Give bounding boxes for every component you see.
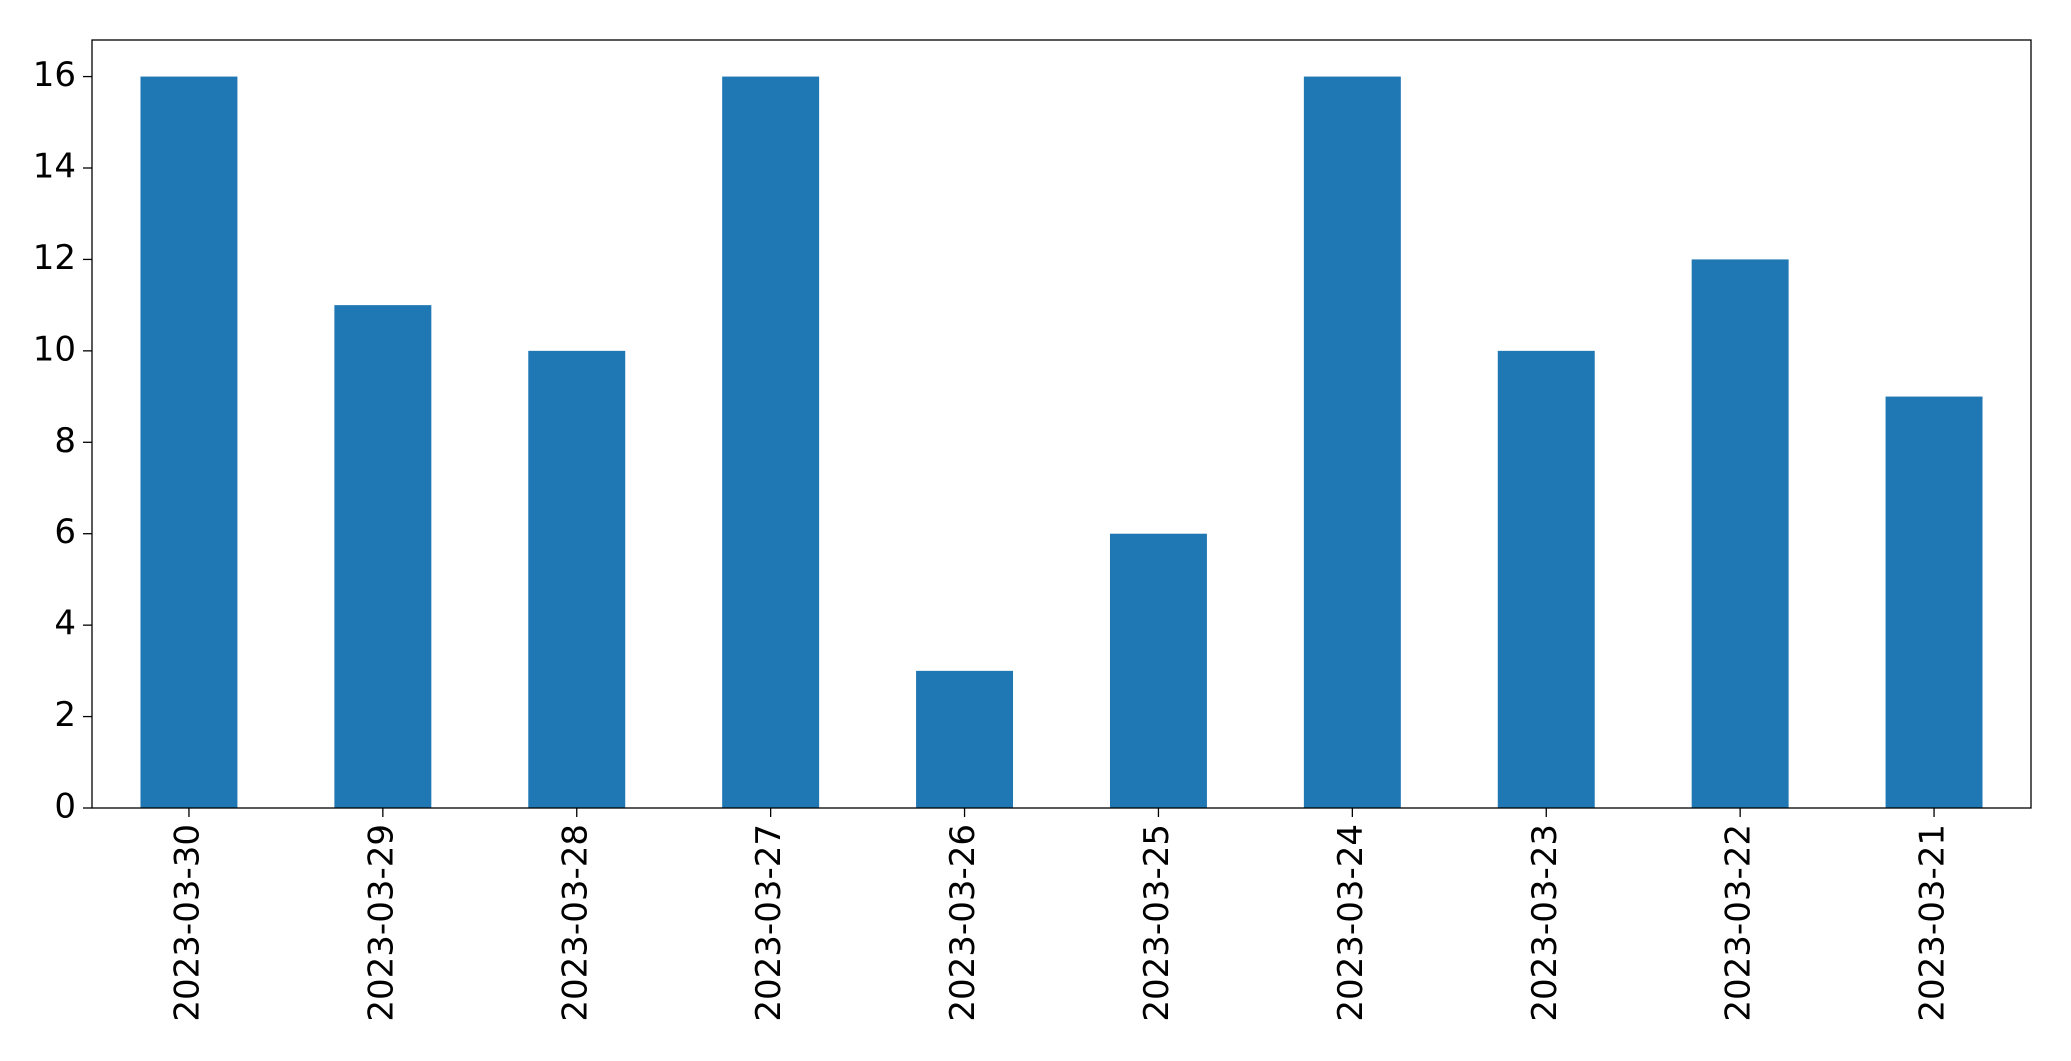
y-tick-label: 4 xyxy=(54,604,76,644)
bar xyxy=(140,76,238,809)
y-tick-label: 12 xyxy=(33,238,76,278)
y-tick-label: 16 xyxy=(33,55,76,95)
y-tick-label: 8 xyxy=(54,421,76,461)
bar xyxy=(1691,259,1789,808)
x-tick-label: 2023-03-28 xyxy=(555,824,595,1022)
x-tick-label: 2023-03-27 xyxy=(749,824,789,1022)
x-tick-label: 2023-03-30 xyxy=(167,824,207,1022)
x-tick-label: 2023-03-22 xyxy=(1719,824,1759,1022)
y-tick-label: 10 xyxy=(33,329,76,369)
x-tick-label: 2023-03-24 xyxy=(1331,824,1371,1022)
x-tick-label: 2023-03-23 xyxy=(1525,824,1565,1022)
x-tick-label: 2023-03-25 xyxy=(1137,824,1177,1022)
bar xyxy=(1497,350,1595,808)
x-tick-label: 2023-03-21 xyxy=(1913,824,1953,1022)
y-tick-label: 6 xyxy=(54,512,76,552)
x-tick-label: 2023-03-29 xyxy=(361,824,401,1022)
y-tick-label: 2 xyxy=(54,695,76,735)
y-tick-label: 0 xyxy=(54,787,76,827)
y-tick-label: 14 xyxy=(33,147,76,187)
plot-frame xyxy=(91,39,2032,809)
bar xyxy=(722,76,820,809)
bar xyxy=(528,350,626,808)
x-tick-label: 2023-03-26 xyxy=(943,824,983,1022)
bar xyxy=(334,305,432,808)
bar xyxy=(1885,396,1983,808)
bar xyxy=(1109,533,1207,808)
bar xyxy=(916,670,1014,808)
bar xyxy=(1303,76,1401,809)
